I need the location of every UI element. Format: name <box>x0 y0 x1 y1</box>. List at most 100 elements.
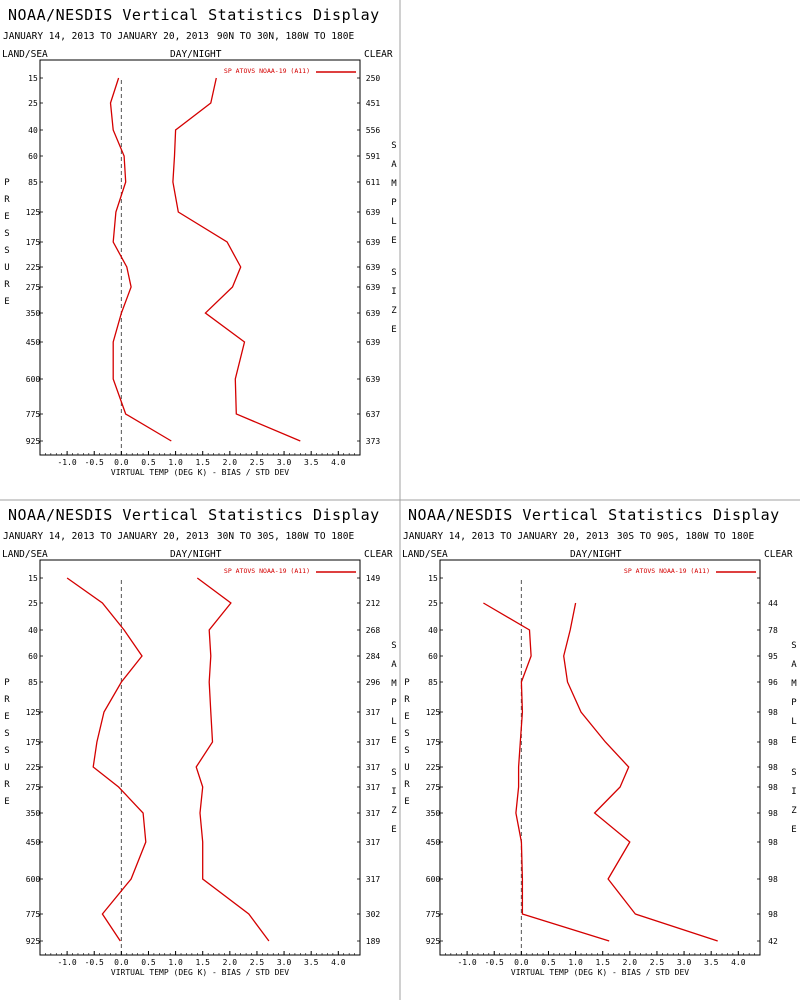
pressure-level-label: 275 <box>26 783 41 792</box>
pressure-level-label: 225 <box>26 263 41 272</box>
chart-subtitle: JANUARY 14, 2013 TO JANUARY 20, 2013 30N … <box>3 531 354 542</box>
pressure-axis-letter: U <box>4 263 9 273</box>
plot-frame <box>439 559 761 956</box>
pressure-level-label: 450 <box>426 838 441 847</box>
chart-subtitle: JANUARY 14, 2013 TO JANUARY 20, 2013 90N … <box>3 31 354 42</box>
pressure-level-label: 775 <box>426 910 441 919</box>
pressure-level-label: 925 <box>426 937 441 946</box>
pressure-axis-letter: E <box>4 797 9 807</box>
sample-size-label: 296 <box>366 678 381 687</box>
x-tick-label: 2.0 <box>223 458 238 467</box>
sample-size-axis-letter: Z <box>391 806 397 816</box>
x-tick-label: 3.5 <box>304 958 319 967</box>
pressure-axis-letter: S <box>404 746 409 756</box>
sample-size-axis-letter: M <box>391 679 397 689</box>
clear-label: CLEAR <box>764 549 793 560</box>
sample-size-label: 639 <box>366 309 381 318</box>
sample-size-label: 611 <box>366 178 381 187</box>
pressure-level-label: 450 <box>26 338 41 347</box>
x-tick-label: 2.5 <box>250 458 265 467</box>
clear-label: CLEAR <box>364 49 393 60</box>
pressure-axis-letter: S <box>4 246 9 256</box>
pressure-axis-letter: U <box>404 763 409 773</box>
sample-size-axis-letter: E <box>791 825 796 835</box>
sample-size-label: 96 <box>768 678 778 687</box>
sample-size-label: 98 <box>768 809 778 818</box>
land-sea-label: LAND/SEA <box>402 549 448 560</box>
sample-size-axis-letter: S <box>791 768 796 778</box>
sample-size-axis-letter: I <box>791 787 796 797</box>
pressure-axis-letter: S <box>404 729 409 739</box>
pressure-level-label: 15 <box>428 574 438 583</box>
sample-size-label: 98 <box>768 708 778 717</box>
x-tick-label: 4.0 <box>331 458 346 467</box>
legend-label: SP ATOVS NOAA-19 (A11) <box>224 567 310 575</box>
sample-size-axis-letter: L <box>391 217 396 227</box>
x-tick-label: 1.5 <box>595 958 610 967</box>
sample-size-axis-letter: A <box>391 160 397 170</box>
x-tick-label: 3.5 <box>304 458 319 467</box>
pressure-level-label: 125 <box>26 708 41 717</box>
sample-size-label: 639 <box>366 283 381 292</box>
region: 30S TO 90S, 180W TO 180E <box>617 531 755 542</box>
sample-size-axis-letter: E <box>391 736 396 746</box>
pressure-axis-letter: E <box>4 712 9 722</box>
x-tick-label: 2.0 <box>223 958 238 967</box>
pressure-level-label: 60 <box>428 652 438 661</box>
pressure-level-label: 40 <box>28 126 38 135</box>
sample-size-label: 149 <box>366 574 381 583</box>
sample-size-axis-letter: L <box>791 717 796 727</box>
series-line-bias <box>109 77 172 442</box>
sample-size-label: 637 <box>366 410 381 419</box>
sample-size-label: 268 <box>366 626 381 635</box>
sample-size-label: 302 <box>366 910 381 919</box>
sample-size-label: 639 <box>366 338 381 347</box>
chart-panels: NOAA/NESDIS Vertical Statistics Display J… <box>2 6 797 977</box>
sample-size-label: 591 <box>366 152 381 161</box>
sample-size-label: 95 <box>768 652 778 661</box>
sample-size-axis-letter: M <box>791 679 797 689</box>
pressure-level-label: 40 <box>428 626 438 635</box>
land-sea-label: LAND/SEA <box>2 49 48 60</box>
sample-size-label: 451 <box>366 99 381 108</box>
sample-size-axis-letter: E <box>391 325 396 335</box>
x-axis-label: VIRTUAL TEMP (DEG K) - BIAS / STD DEV <box>111 968 289 977</box>
region: 30N TO 30S, 180W TO 180E <box>217 531 355 542</box>
x-axis-label: VIRTUAL TEMP (DEG K) - BIAS / STD DEV <box>511 968 689 977</box>
pressure-level-label: 40 <box>28 626 38 635</box>
plot-frame <box>39 59 361 456</box>
pressure-level-label: 775 <box>26 410 41 419</box>
sample-size-label: 373 <box>366 437 381 446</box>
pressure-level-label: 85 <box>28 178 38 187</box>
pressure-level-label: 350 <box>426 809 441 818</box>
sample-size-label: 639 <box>366 263 381 272</box>
sample-size-axis-letter: S <box>791 641 796 651</box>
sample-size-axis-letter: E <box>791 736 796 746</box>
sample-size-label: 317 <box>366 838 381 847</box>
x-tick-label: 2.0 <box>623 958 638 967</box>
day-night-label: DAY/NIGHT <box>170 549 222 560</box>
sample-size-axis-letter: S <box>391 641 396 651</box>
pressure-axis-letter: R <box>404 780 410 790</box>
pressure-level-label: 600 <box>426 875 441 884</box>
pressure-axis-letter: R <box>4 695 10 705</box>
pressure-level-label: 15 <box>28 574 38 583</box>
sample-size-label: 317 <box>366 809 381 818</box>
chart-panel-2: NOAA/NESDIS Vertical Statistics Display J… <box>2 506 397 977</box>
sample-size-axis-letter: E <box>391 236 396 246</box>
clear-label: CLEAR <box>364 549 393 560</box>
sample-size-label: 44 <box>768 599 778 608</box>
x-tick-label: 3.5 <box>704 958 719 967</box>
pressure-axis-letter: P <box>4 678 10 688</box>
sample-size-axis-letter: P <box>391 198 397 208</box>
x-tick-label: 1.5 <box>195 458 210 467</box>
sample-size-label: 639 <box>366 375 381 384</box>
sample-size-axis-letter: P <box>791 698 797 708</box>
sample-size-axis-letter: M <box>391 179 397 189</box>
pressure-level-label: 60 <box>28 152 38 161</box>
pressure-level-label: 450 <box>26 838 41 847</box>
pressure-axis-letter: R <box>4 280 10 290</box>
pressure-level-label: 85 <box>28 678 38 687</box>
sample-size-axis-letter: A <box>791 660 797 670</box>
sample-size-label: 317 <box>366 783 381 792</box>
